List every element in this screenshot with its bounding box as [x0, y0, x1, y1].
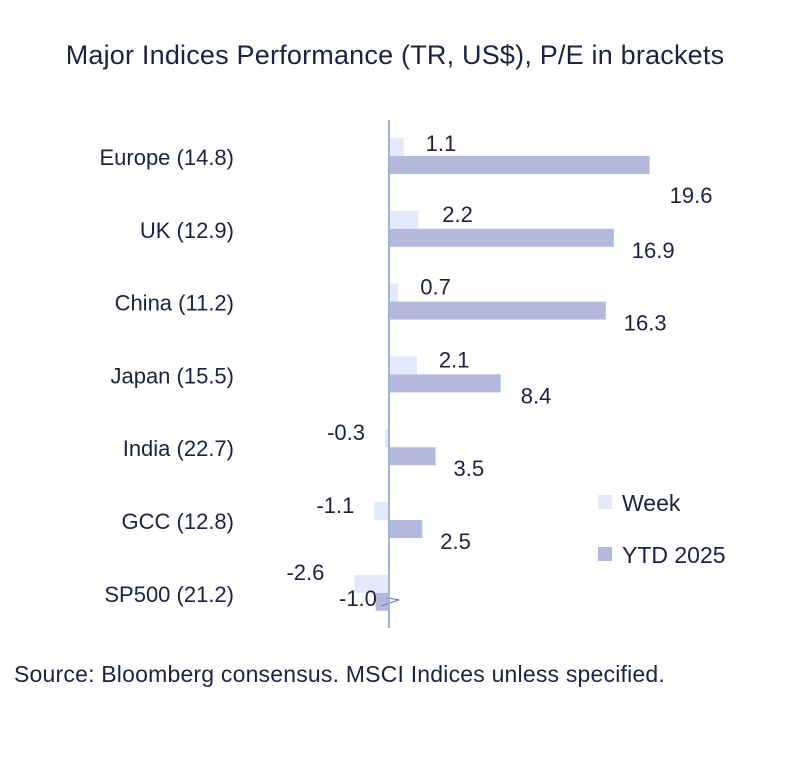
bar-ytd	[389, 301, 606, 320]
data-label-ytd: 16.3	[624, 311, 667, 336]
bar-week	[389, 138, 404, 156]
legend-swatch-ytd	[598, 547, 612, 561]
bar-ytd	[375, 592, 389, 611]
data-label-ytd: -1.0	[339, 586, 377, 611]
data-label-ytd: 16.9	[632, 238, 675, 263]
data-label-ytd: 19.6	[670, 183, 713, 208]
bar-ytd	[389, 374, 501, 393]
data-label-week: 1.1	[426, 131, 457, 156]
bar-week	[389, 210, 419, 229]
category-label: Europe (14.8)	[99, 145, 234, 170]
data-label-week: -1.1	[316, 493, 354, 518]
data-label-week: -0.3	[327, 420, 365, 445]
legend-swatch-week	[598, 495, 612, 509]
category-label: China (11.2)	[115, 291, 234, 316]
data-label-ytd: 3.5	[454, 456, 485, 481]
bar-ytd	[389, 447, 436, 466]
data-label-ytd: 2.5	[440, 529, 471, 554]
bar-ytd	[389, 156, 650, 174]
data-label-week: -2.6	[286, 560, 324, 585]
bar-ytd	[389, 228, 614, 247]
category-label: India (22.7)	[123, 436, 234, 461]
data-label-week: 0.7	[420, 275, 451, 300]
legend-label-week: Week	[622, 490, 681, 516]
bar-week	[389, 283, 399, 302]
bar-week	[374, 502, 389, 520]
data-label-week: 2.1	[439, 347, 470, 372]
category-label: UK (12.9)	[140, 218, 234, 243]
label-leader-line	[381, 597, 400, 607]
source-note: Source: Bloomberg consensus. MSCI Indice…	[14, 661, 666, 687]
bar-week	[354, 574, 389, 593]
bar-week	[389, 356, 417, 375]
legend-label-ytd: YTD 2025	[622, 542, 726, 568]
chart-title: Major Indices Performance (TR, US$), P/E…	[65, 40, 725, 70]
data-label-ytd: 8.4	[521, 383, 552, 408]
category-label: Japan (15.5)	[110, 363, 234, 388]
bar-chart: Europe (14.8) 1.1 19.6 UK (12.9) 2.2 16.9 Chin…	[99, 120, 726, 628]
bar-week	[385, 429, 389, 448]
category-label: GCC (12.8)	[122, 509, 234, 534]
category-label: SP500 (21.2)	[104, 582, 234, 607]
bar-ytd	[389, 520, 423, 538]
data-label-week: 2.2	[442, 202, 473, 227]
